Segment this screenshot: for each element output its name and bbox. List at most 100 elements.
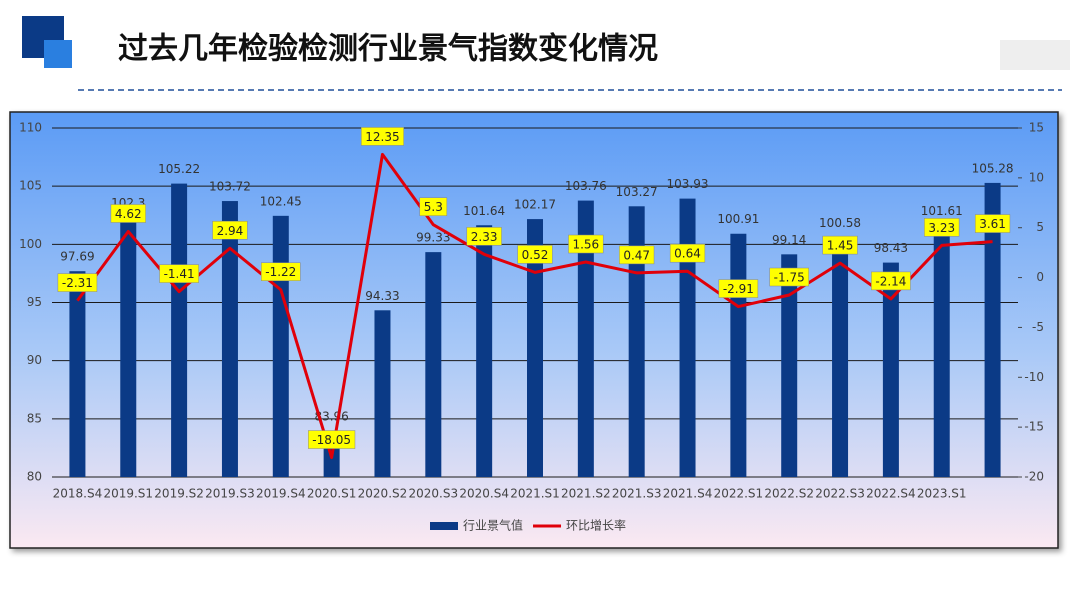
label-box	[466, 227, 502, 246]
line-value-label-text: 2.33	[471, 230, 498, 244]
label-box	[718, 279, 759, 298]
y-tick-label: 100	[19, 237, 42, 251]
line-value-label: 4.62	[110, 204, 146, 223]
y2-tick-label: 0	[1036, 270, 1044, 284]
y2-tick-label: -15	[1024, 420, 1044, 434]
line-value-label-text: 1.45	[827, 239, 854, 253]
bar-value-label: 103.76	[565, 179, 607, 193]
x-tick-label: 2019.S2	[154, 487, 204, 501]
line-value-label: 3.61	[974, 214, 1011, 233]
y2-tick-label: -20	[1024, 470, 1044, 484]
label-box	[974, 214, 1011, 233]
deco-square	[44, 40, 72, 68]
line-value-label: 0.64	[669, 243, 706, 263]
bar	[730, 233, 747, 477]
label-box	[517, 245, 553, 264]
line-value-label: -2.31	[57, 273, 98, 292]
line-value-label-text: 1.56	[572, 238, 599, 252]
y-tick-label: 110	[19, 121, 42, 135]
bar	[679, 198, 696, 478]
x-tick-label: 2020.S1	[307, 487, 357, 501]
line-value-label-text: -2.31	[62, 276, 93, 290]
bar-value-label: 100.58	[819, 216, 861, 230]
bar-value-label: 100.91	[717, 212, 759, 226]
line-value-label-text: -2.91	[723, 282, 754, 296]
label-box	[57, 273, 98, 292]
label-box	[361, 127, 404, 146]
bar	[425, 252, 442, 477]
y-tick-label: 90	[27, 353, 42, 367]
bar-value-label: 99.14	[772, 233, 806, 247]
line-value-label-text: 3.61	[979, 217, 1006, 231]
line-value-label: 2.94	[212, 221, 248, 240]
y-tick-label: 80	[27, 470, 42, 484]
line-value-label-text: 12.35	[365, 130, 399, 144]
y2-tick-label: 10	[1029, 170, 1044, 184]
bar	[984, 182, 1001, 477]
line-value-label: 1.56	[568, 234, 604, 254]
x-tick-label: 2019.S3	[205, 487, 255, 501]
line-value-label-text: 5.3	[424, 200, 443, 214]
y-tick-label: 85	[27, 411, 42, 425]
bar	[120, 217, 137, 477]
label-box	[212, 221, 248, 240]
bar-value-label: 103.27	[616, 185, 658, 199]
line-value-label-text: -1.41	[164, 267, 195, 281]
line-value-label-text: 4.62	[115, 207, 142, 221]
x-tick-label: 2022.S4	[866, 487, 916, 501]
line-value-label-text: 2.94	[217, 224, 244, 238]
y2-tick-label: -5	[1032, 320, 1044, 334]
bar-value-label: 102.45	[260, 194, 302, 208]
bar	[781, 254, 798, 477]
line-value-label-text: 3.23	[928, 221, 955, 235]
y2-tick-label: 15	[1029, 121, 1044, 135]
x-tick-label: 2021.S3	[612, 487, 662, 501]
x-tick-label: 2020.S4	[459, 487, 509, 501]
bar	[476, 225, 493, 477]
line-value-label: 3.23	[924, 218, 960, 237]
label-box	[822, 235, 858, 255]
bar-value-label: 103.72	[209, 180, 251, 194]
bar-value-label: 102.17	[514, 198, 556, 212]
line-value-label: -18.05	[308, 430, 356, 449]
y2-tick-label: -10	[1024, 370, 1044, 384]
y-tick-label: 105	[19, 179, 42, 193]
bar-value-label: 99.33	[416, 231, 450, 245]
label-box	[924, 218, 960, 237]
x-tick-label: 2020.S3	[409, 487, 459, 501]
legend-label: 环比增长率	[566, 518, 626, 533]
line-value-label-text: -18.05	[312, 433, 351, 447]
x-tick-label: 2022.S1	[714, 487, 764, 501]
label-box	[871, 271, 911, 291]
x-tick-label: 2022.S3	[815, 487, 865, 501]
bar	[933, 225, 950, 477]
line-value-label: 2.33	[466, 227, 502, 246]
line-value-label-text: -1.22	[265, 265, 296, 279]
label-box	[769, 267, 809, 287]
x-tick-label: 2019.S4	[256, 487, 306, 501]
bar-value-label: 105.22	[158, 162, 200, 176]
bar-value-label: 101.61	[921, 204, 963, 218]
line-value-label-text: -1.75	[774, 271, 805, 285]
line-value-label: 0.47	[619, 245, 655, 265]
legend-swatch	[430, 522, 458, 530]
line-value-label: -1.41	[159, 264, 199, 283]
bar	[272, 215, 289, 477]
bar	[527, 219, 543, 478]
bar	[221, 201, 238, 478]
label-box	[568, 234, 604, 254]
x-tick-label: 2022.S2	[764, 487, 814, 501]
x-tick-label: 2019.S1	[103, 487, 153, 501]
bar	[832, 237, 849, 477]
x-tick-label: 2021.S4	[663, 487, 713, 501]
line-value-label: 1.45	[822, 235, 858, 255]
line-value-label: -2.14	[871, 271, 911, 291]
line-value-label: 5.3	[419, 197, 448, 216]
line-value-label: 0.52	[517, 245, 553, 264]
line-value-label: -1.75	[769, 267, 809, 287]
line-value-label: -2.91	[718, 279, 759, 298]
label-box	[419, 197, 448, 216]
bar-value-label: 101.64	[463, 204, 505, 218]
